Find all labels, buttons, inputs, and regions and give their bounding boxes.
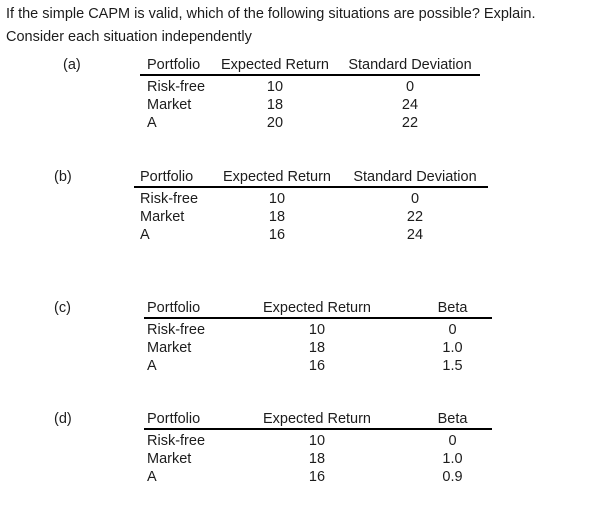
cell-expected-return: 16 <box>268 227 286 243</box>
cell-standard-deviation: 0 <box>405 79 415 95</box>
col-header-portfolio: Portfolio <box>147 411 201 427</box>
cell-portfolio: A <box>140 227 150 243</box>
cell-expected-return: 10 <box>308 433 326 449</box>
cell-beta: 1.0 <box>442 340 463 356</box>
table-header-row: Portfolio Expected Return Standard Devia… <box>140 57 480 76</box>
cell-portfolio: A <box>147 358 157 374</box>
situation-b-label: (b) <box>54 169 72 185</box>
cell-beta: 1.0 <box>442 451 463 467</box>
cell-expected-return: 18 <box>266 97 284 113</box>
situation-d-table: Portfolio Expected Return Beta Risk-free… <box>144 411 492 486</box>
cell-beta: 0 <box>448 433 457 449</box>
situation-a-table: Portfolio Expected Return Standard Devia… <box>140 57 480 132</box>
col-header-portfolio: Portfolio <box>147 300 201 316</box>
col-header-expected-return: Expected Return <box>222 169 331 185</box>
cell-portfolio: A <box>147 469 157 485</box>
col-header-expected-return: Expected Return <box>262 300 371 316</box>
col-header-beta: Beta <box>437 411 468 427</box>
cell-portfolio: Risk-free <box>147 79 206 95</box>
table-row-market: Market 18 22 <box>134 208 488 226</box>
question-line-2: Consider each situation independently <box>6 29 252 45</box>
table-row-market: Market 18 1.0 <box>144 450 492 468</box>
cell-expected-return: 10 <box>266 79 284 95</box>
cell-portfolio: Risk-free <box>140 191 199 207</box>
table-header-row: Portfolio Expected Return Beta <box>144 300 492 319</box>
situation-c-table: Portfolio Expected Return Beta Risk-free… <box>144 300 492 375</box>
col-header-portfolio: Portfolio <box>147 57 201 73</box>
cell-portfolio: Risk-free <box>147 433 206 449</box>
table-row-risk-free: Risk-free 10 0 <box>140 78 480 96</box>
cell-portfolio: Market <box>147 340 192 356</box>
table-row-risk-free: Risk-free 10 0 <box>144 321 492 339</box>
cell-portfolio: Market <box>147 97 192 113</box>
table-header-row: Portfolio Expected Return Beta <box>144 411 492 430</box>
cell-expected-return: 10 <box>268 191 286 207</box>
cell-portfolio: A <box>147 115 157 131</box>
col-header-beta: Beta <box>437 300 468 316</box>
table-row-a: A 20 22 <box>140 114 480 132</box>
table-row-risk-free: Risk-free 10 0 <box>134 190 488 208</box>
cell-expected-return: 16 <box>308 358 326 374</box>
situation-c-label: (c) <box>54 300 71 316</box>
question-text: If the simple CAPM is valid, which of th… <box>6 3 536 49</box>
col-header-expected-return: Expected Return <box>262 411 371 427</box>
cell-beta: 1.5 <box>442 358 463 374</box>
table-row-a: A 16 24 <box>134 226 488 244</box>
table-row-risk-free: Risk-free 10 0 <box>144 432 492 450</box>
cell-expected-return: 18 <box>308 451 326 467</box>
cell-standard-deviation: 24 <box>401 97 419 113</box>
col-header-standard-deviation: Standard Deviation <box>353 169 477 185</box>
table-row-a: A 16 0.9 <box>144 468 492 486</box>
cell-portfolio: Risk-free <box>147 322 206 338</box>
cell-standard-deviation: 24 <box>406 227 424 243</box>
cell-portfolio: Market <box>147 451 192 467</box>
cell-expected-return: 18 <box>268 209 286 225</box>
cell-expected-return: 10 <box>308 322 326 338</box>
situation-a-label: (a) <box>63 57 81 73</box>
cell-standard-deviation: 22 <box>406 209 424 225</box>
situation-b-table: Portfolio Expected Return Standard Devia… <box>134 169 488 244</box>
table-row-market: Market 18 1.0 <box>144 339 492 357</box>
col-header-portfolio: Portfolio <box>140 169 194 185</box>
situation-d-label: (d) <box>54 411 72 427</box>
cell-portfolio: Market <box>140 209 185 225</box>
col-header-standard-deviation: Standard Deviation <box>348 57 472 73</box>
col-header-expected-return: Expected Return <box>220 57 329 73</box>
cell-expected-return: 16 <box>308 469 326 485</box>
cell-standard-deviation: 0 <box>410 191 420 207</box>
table-row-a: A 16 1.5 <box>144 357 492 375</box>
cell-beta: 0.9 <box>442 469 463 485</box>
table-header-row: Portfolio Expected Return Standard Devia… <box>134 169 488 188</box>
cell-expected-return: 20 <box>266 115 284 131</box>
cell-expected-return: 18 <box>308 340 326 356</box>
cell-beta: 0 <box>448 322 457 338</box>
cell-standard-deviation: 22 <box>401 115 419 131</box>
question-line-1: If the simple CAPM is valid, which of th… <box>6 6 536 22</box>
table-row-market: Market 18 24 <box>140 96 480 114</box>
